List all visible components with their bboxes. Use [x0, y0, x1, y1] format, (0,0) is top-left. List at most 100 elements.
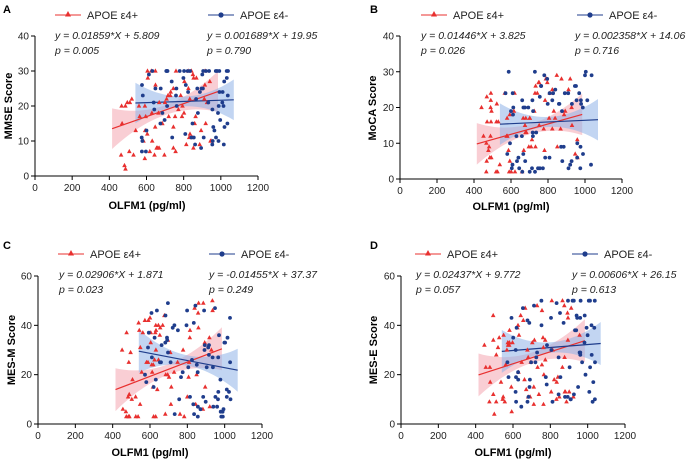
- data-point-e4-plus: [201, 300, 206, 305]
- data-point-e4-plus: [186, 359, 192, 364]
- data-point-e4-minus: [514, 399, 518, 404]
- data-point-e4-minus: [190, 358, 194, 362]
- data-point-e4-minus: [200, 72, 205, 77]
- data-point-e4-minus: [525, 318, 530, 323]
- data-point-e4-minus: [228, 360, 233, 365]
- data-point-e4-minus: [216, 104, 221, 108]
- data-point-e4-plus: [127, 414, 132, 419]
- data-point-e4-minus: [186, 365, 191, 370]
- data-point-e4-plus: [542, 337, 548, 342]
- data-point-e4-minus: [510, 91, 515, 96]
- data-point-e4-minus: [176, 328, 180, 333]
- data-point-e4-plus: [160, 322, 165, 327]
- data-point-e4-plus: [562, 108, 568, 113]
- data-point-e4-plus: [172, 113, 178, 119]
- data-point-e4-plus: [488, 90, 494, 95]
- data-point-e4-minus: [183, 132, 188, 136]
- y-tick-label: 60: [21, 272, 33, 283]
- data-point-e4-plus: [138, 344, 143, 350]
- data-point-e4-minus: [202, 308, 207, 313]
- data-point-e4-minus: [226, 69, 230, 73]
- data-point-e4-plus: [490, 312, 496, 318]
- data-point-e4-minus: [509, 316, 514, 320]
- legend-label-e4-plus: APOE ε4+: [90, 249, 141, 261]
- data-point-e4-minus: [550, 399, 555, 404]
- data-point-e4-plus: [173, 68, 179, 73]
- data-point-e4-plus: [496, 335, 502, 340]
- data-point-e4-minus: [216, 390, 221, 394]
- data-point-e4-minus: [165, 104, 170, 108]
- data-point-e4-minus: [513, 390, 518, 394]
- data-point-e4-plus: [136, 103, 142, 108]
- data-point-e4-minus: [587, 390, 592, 394]
- data-point-e4-plus: [552, 115, 558, 120]
- x-tick-label: 0: [398, 431, 404, 442]
- legend: APOE ε4+ APOE ε4-: [415, 249, 653, 261]
- data-point-e4-minus: [545, 77, 550, 81]
- data-point-e4-minus: [177, 69, 182, 73]
- data-point-e4-minus: [153, 86, 158, 91]
- data-point-e4-plus: [169, 384, 174, 389]
- data-point-e4-plus: [550, 126, 555, 131]
- data-point-e4-minus: [545, 102, 550, 106]
- data-point-e4-minus: [163, 340, 168, 345]
- data-point-e4-minus: [216, 111, 220, 115]
- data-point-e4-plus: [166, 374, 172, 379]
- data-point-e4-minus: [520, 169, 525, 174]
- y-tick-label: 40: [384, 321, 396, 332]
- data-point-e4-plus: [179, 113, 185, 119]
- data-point-e4-minus: [549, 348, 554, 352]
- axis-ticks: 0 200 400 600 800 1000 1200 0 20 40 60: [384, 272, 637, 443]
- x-tick-label: 600: [503, 186, 520, 197]
- data-point-e4-minus: [553, 87, 558, 92]
- data-point-e4-minus: [195, 370, 200, 375]
- data-point-e4-plus: [149, 369, 155, 374]
- data-point-e4-plus: [488, 97, 494, 102]
- data-point-e4-plus: [148, 340, 153, 345]
- y-tick-label: 40: [18, 32, 30, 43]
- data-point-e4-minus: [578, 316, 583, 320]
- legend-label-e4-minus: APOE ε4-: [609, 10, 658, 22]
- y-tick-label: 30: [18, 67, 30, 78]
- data-point-e4-plus: [139, 369, 144, 374]
- p-value-e4-minus: p = 0.613: [571, 284, 616, 296]
- data-point-e4-plus: [525, 347, 530, 352]
- data-point-e4-minus: [543, 155, 548, 160]
- data-point-e4-minus: [560, 159, 565, 164]
- data-point-e4-plus: [156, 110, 161, 115]
- data-point-e4-plus: [493, 169, 499, 174]
- data-point-e4-minus: [556, 355, 561, 360]
- data-point-e4-plus: [507, 112, 513, 117]
- data-point-e4-plus: [532, 337, 537, 342]
- data-point-e4-minus: [183, 83, 188, 87]
- x-tick-label: 0: [35, 431, 41, 442]
- data-point-e4-plus: [554, 379, 559, 384]
- data-point-e4-minus: [539, 323, 544, 328]
- data-point-e4-plus: [488, 104, 493, 110]
- data-point-e4-minus: [150, 69, 155, 73]
- data-point-e4-plus: [560, 364, 565, 369]
- data-point-e4-minus: [523, 105, 527, 110]
- data-point-e4-minus: [213, 69, 218, 73]
- data-point-e4-plus: [180, 103, 185, 108]
- data-point-e4-minus: [589, 73, 594, 78]
- data-point-e4-minus: [213, 395, 218, 399]
- data-point-e4-minus: [216, 397, 220, 402]
- equation-e4-plus: y = 0.02437*X + 9.772: [415, 269, 521, 281]
- data-point-e4-minus: [191, 135, 196, 140]
- data-point-e4-plus: [536, 122, 542, 127]
- data-point-e4-plus: [171, 145, 176, 150]
- data-point-e4-plus: [531, 384, 537, 389]
- plot-area: [115, 298, 238, 419]
- legend-label-e4-minus: APOE ε4-: [240, 10, 289, 22]
- data-point-e4-minus: [513, 348, 518, 352]
- x-tick-label: 400: [467, 431, 484, 442]
- data-point-e4-plus: [508, 169, 514, 174]
- x-tick-label: 1000: [577, 431, 600, 442]
- data-point-e4-minus: [585, 98, 590, 103]
- data-point-e4-minus: [585, 333, 590, 338]
- data-point-e4-minus: [549, 316, 553, 320]
- data-point-e4-plus: [507, 327, 512, 332]
- legend-marker-e4-minus: [587, 12, 593, 18]
- data-point-e4-minus: [212, 128, 217, 133]
